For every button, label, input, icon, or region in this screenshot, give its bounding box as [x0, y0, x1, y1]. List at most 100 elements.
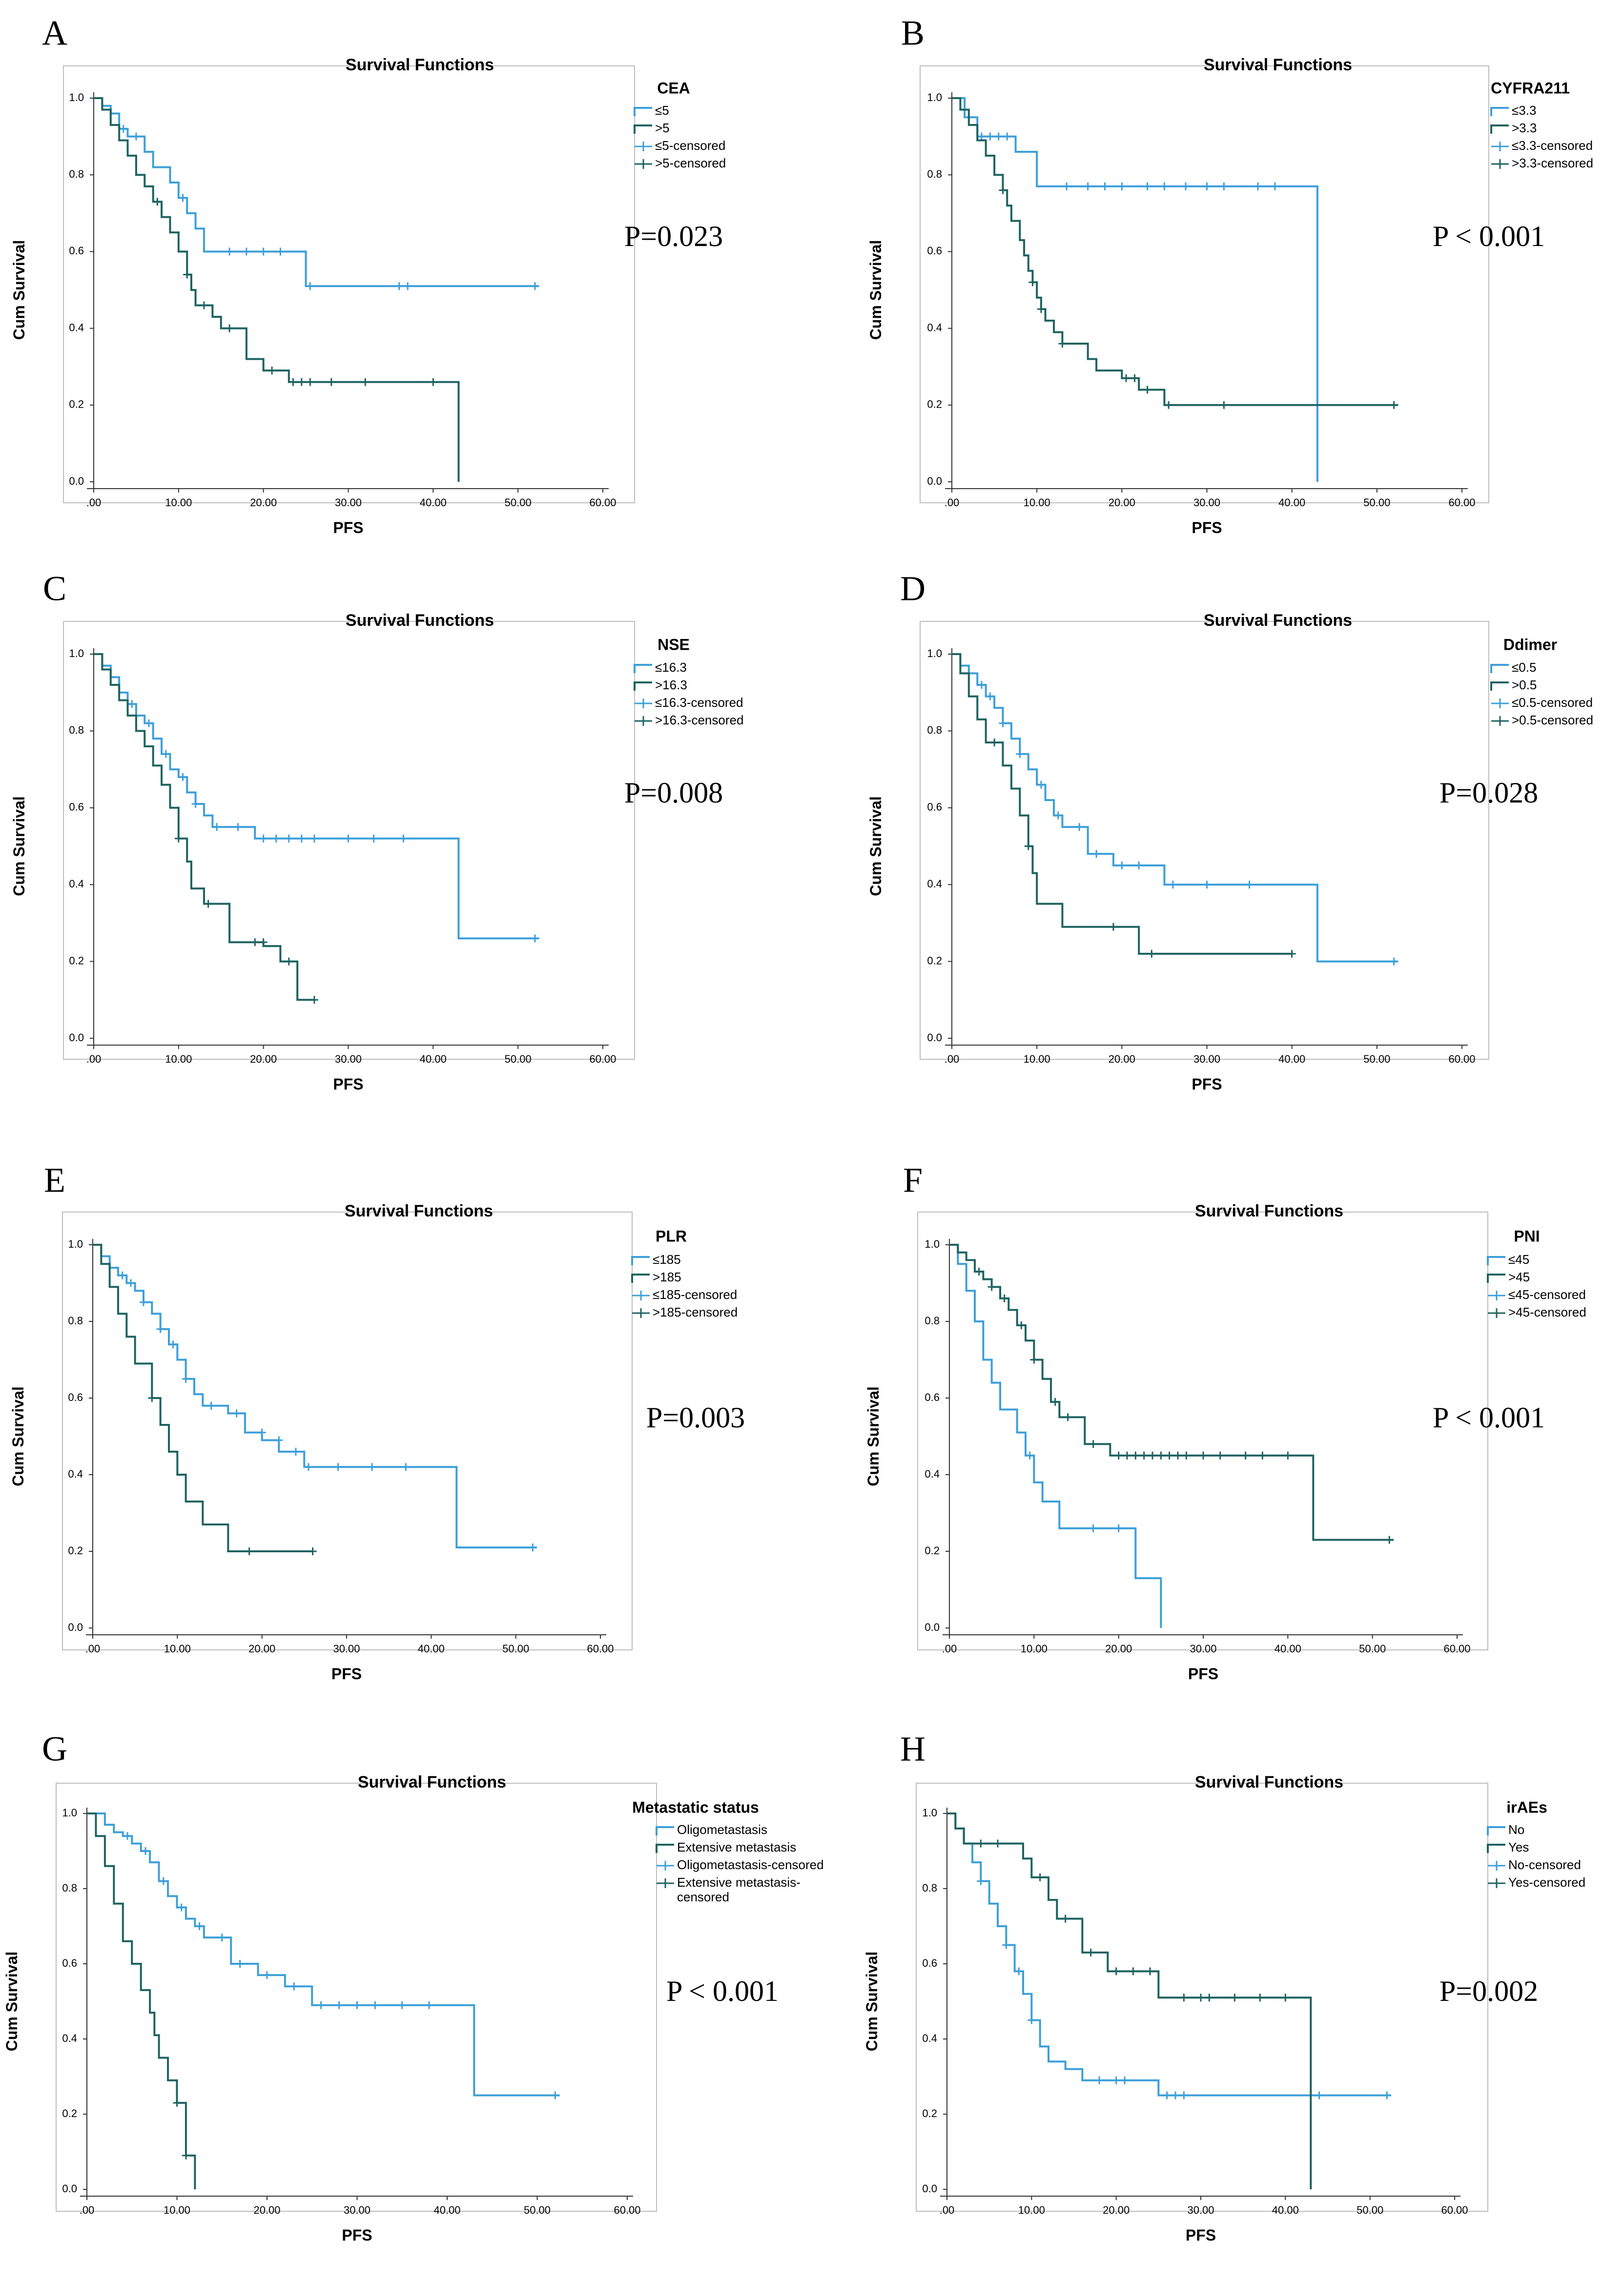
- censor-mark: [123, 1832, 132, 1840]
- x-tick-label: .00: [85, 1643, 101, 1655]
- censor-mark: [242, 247, 250, 256]
- y-tick-label: 0.4: [69, 878, 84, 890]
- p-value: P=0.028: [1439, 777, 1538, 809]
- censor-mark: [1160, 182, 1169, 190]
- y-tick-label: 0.4: [62, 2032, 77, 2044]
- censor-mark: [1135, 861, 1143, 869]
- x-tick-label: 50.00: [1359, 1643, 1386, 1655]
- plot-frame: [63, 621, 635, 1060]
- censor-mark: [132, 132, 140, 141]
- y-tick-label: 0.8: [927, 724, 942, 736]
- y-tick-label: 1.0: [922, 1807, 937, 1819]
- censor-mark: [1118, 182, 1126, 190]
- censor-mark: [1284, 1451, 1292, 1460]
- x-axis-label: PFS: [1188, 1665, 1218, 1683]
- p-value: P < 0.001: [1433, 1401, 1545, 1434]
- censor-mark: [1182, 1451, 1191, 1460]
- censor-mark: [292, 1447, 300, 1456]
- censor-mark: [1087, 1948, 1095, 1956]
- y-tick-label: 1.0: [62, 1807, 77, 1819]
- legend-label: ≤185-censored: [653, 1287, 737, 1302]
- y-tick-label: 0.4: [927, 321, 942, 333]
- censor-mark: [1064, 1413, 1072, 1421]
- legend-label: ≤5-censored: [655, 138, 725, 153]
- x-tick-label: 10.00: [165, 1053, 192, 1065]
- censor-mark: [305, 1463, 312, 1471]
- legend-swatch: [1490, 107, 1509, 116]
- censor-mark: [1026, 1451, 1034, 1460]
- x-tick-label: 20.00: [1109, 496, 1135, 509]
- legend-label: No-censored: [1508, 1857, 1581, 1872]
- censor-mark: [368, 1463, 376, 1471]
- censor-mark: [529, 1544, 537, 1552]
- censor-mark: [1149, 1451, 1156, 1460]
- legend-swatch: [634, 681, 652, 691]
- censor-mark: [1129, 1967, 1137, 1976]
- legend-label: Yes: [1508, 1840, 1529, 1854]
- censor-mark: [370, 834, 378, 843]
- legend-label: ≤45: [1508, 1252, 1529, 1267]
- censor-mark: [276, 247, 285, 256]
- censor-mark: [999, 719, 1007, 727]
- chart-title: Survival Functions: [346, 611, 494, 630]
- legend-swatch: [1487, 1826, 1505, 1835]
- plot-frame: [56, 1783, 657, 2212]
- y-tick-label: 0.2: [922, 2107, 937, 2120]
- censor-mark: [1061, 1914, 1069, 1923]
- x-tick-label: 20.00: [250, 1053, 277, 1065]
- censor-mark: [169, 1340, 177, 1349]
- x-tick-label: 40.00: [1278, 496, 1305, 509]
- panel-c: C Survival Functions 0.0 0.2 0.4 0.6 0.8 1.0 .00…: [10, 569, 743, 1093]
- p-value: P=0.003: [646, 1401, 745, 1434]
- censor-mark: [191, 800, 200, 808]
- x-axis-label: PFS: [333, 519, 363, 536]
- km-curve-high: [952, 653, 1292, 955]
- y-tick-label: 0.6: [922, 1957, 937, 1969]
- censor-mark: [1002, 1941, 1010, 1949]
- censor-mark: [1281, 1994, 1290, 2002]
- censor-mark: [1172, 2091, 1179, 2100]
- censor-mark: [402, 1463, 410, 1471]
- legend-label: >16.3-censored: [655, 713, 743, 727]
- x-tick-label: 30.00: [335, 496, 362, 509]
- censor-mark: [1315, 2091, 1323, 2100]
- x-tick-label: 60.00: [1448, 496, 1475, 509]
- censor-mark: [1109, 923, 1117, 931]
- plot-frame: [920, 621, 1489, 1060]
- censor-mark: [306, 378, 314, 386]
- y-axis-label: Cum Survival: [867, 240, 884, 340]
- censor-mark: [258, 1428, 266, 1437]
- censor-mark: [317, 2001, 325, 2009]
- censor-mark: [174, 834, 183, 843]
- censor-mark: [1140, 1451, 1148, 1460]
- censor-mark: [118, 1271, 126, 1279]
- censor-mark: [371, 2001, 379, 2009]
- legend-label: >0.5-censored: [1512, 713, 1593, 727]
- x-tick-label: 10.00: [164, 1643, 191, 1655]
- censor-mark: [994, 132, 1003, 141]
- censor-mark: [259, 834, 267, 843]
- censor-mark: [999, 186, 1007, 194]
- legend-label: ≤185: [653, 1252, 681, 1267]
- p-value: P=0.023: [624, 220, 723, 252]
- censor-mark: [236, 1960, 244, 1968]
- chart-title: Survival Functions: [346, 56, 494, 74]
- plot-frame: [62, 1212, 633, 1650]
- censor-mark: [1220, 182, 1228, 190]
- legend-label: Oligometastasis: [677, 1822, 767, 1837]
- chart-title: Survival Functions: [1204, 611, 1352, 630]
- censor-mark: [195, 1922, 204, 1930]
- y-tick-label: 0.2: [68, 1544, 83, 1557]
- censor-mark: [531, 934, 539, 943]
- censor-mark: [327, 378, 335, 386]
- x-tick-label: 50.00: [1363, 496, 1390, 509]
- panel-b: B Survival Functions 0.0 0.2 0.4 0.6 0.8 1.0 .00…: [867, 14, 1593, 536]
- panel-f: F Survival Functions 0.0 0.2 0.4 0.6 0.8 1.0 .00…: [864, 1161, 1586, 1683]
- censor-mark: [1058, 340, 1067, 348]
- censor-mark: [986, 132, 994, 141]
- y-tick-label: 1.0: [68, 1238, 83, 1250]
- panel-letter: H: [900, 1729, 925, 1769]
- legend-title: CYFRA211: [1491, 79, 1570, 97]
- censor-mark: [429, 378, 437, 386]
- y-tick-label: 0.2: [62, 2107, 77, 2120]
